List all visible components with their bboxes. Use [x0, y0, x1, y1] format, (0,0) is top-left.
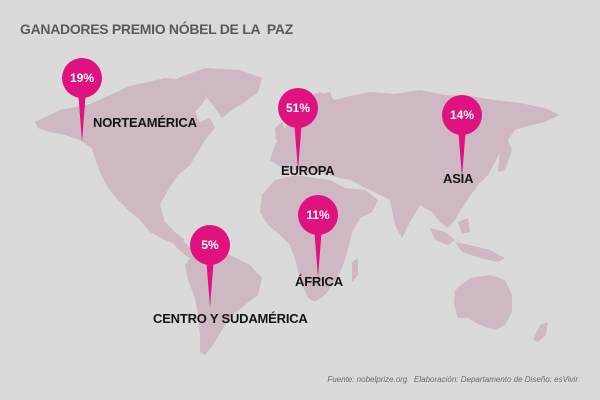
source-credit: Fuente: nobelprize.org Elaboración: Depa…	[327, 375, 578, 384]
pin-stem	[78, 90, 86, 142]
pin-stem	[314, 227, 322, 277]
north-america-shape	[35, 78, 215, 245]
southeast-asia-shape	[430, 218, 505, 262]
new-zealand-shape	[533, 322, 548, 342]
pin-head: 14%	[442, 95, 482, 135]
japan-shape	[498, 140, 512, 172]
greenland-shape	[178, 68, 262, 118]
map-title: GANADORES PREMIO NÓBEL DE LA PAZ	[20, 21, 293, 37]
australia-shape	[454, 275, 512, 330]
africa-shape	[260, 175, 365, 302]
madagascar-shape	[352, 258, 358, 282]
label-europe: EUROPA	[281, 163, 335, 178]
label-north-america: NORTEAMÉRICA	[93, 115, 197, 130]
pin-stem	[458, 127, 466, 177]
label-south-america: CENTRO Y SUDAMÉRICA	[153, 311, 308, 326]
eurasia-shape	[270, 90, 560, 228]
pin-stem	[294, 120, 302, 170]
pin-head: 11%	[298, 195, 338, 235]
pin-head: 5%	[190, 225, 230, 265]
pin-head: 19%	[62, 58, 102, 98]
pin-head: 51%	[278, 88, 318, 128]
india-shape	[390, 200, 420, 238]
label-africa: ÁFRICA	[295, 274, 343, 289]
uk-shape	[275, 122, 286, 142]
pin-stem	[206, 257, 214, 307]
arabia-shape	[345, 188, 378, 218]
south-america-shape	[185, 250, 262, 355]
label-asia: ASIA	[443, 171, 474, 186]
